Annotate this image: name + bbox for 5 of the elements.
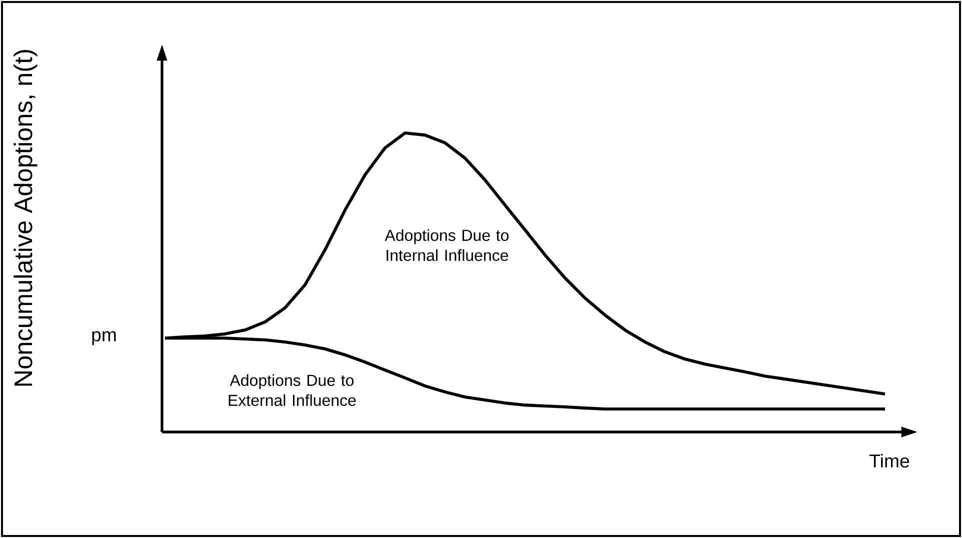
text: pm [92,331,116,346]
x-axis-title: Time [870,454,910,468]
annotation: Adoptions Due to External Influence [228,374,356,406]
y-axis-title: Noncumulative Adoptions, n(t) [14,50,38,386]
annotation: Adoptions Due to Internal Influence [384,229,509,261]
